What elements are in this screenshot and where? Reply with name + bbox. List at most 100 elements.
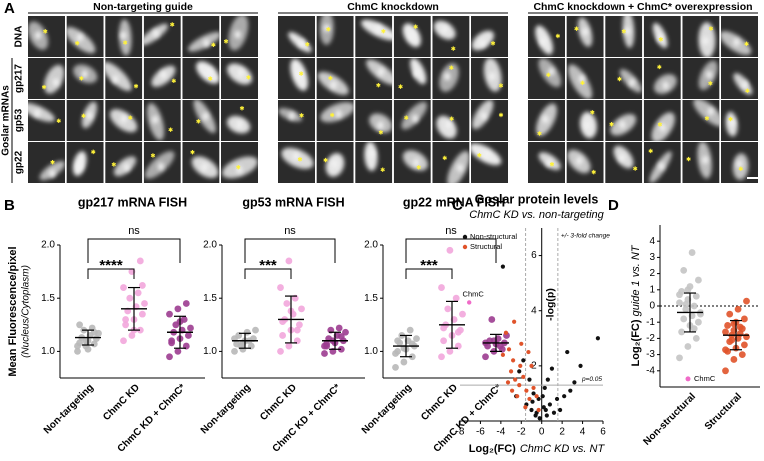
asterisk bbox=[380, 168, 385, 172]
group-header: ChmC knockdown + ChmC* overexpression bbox=[533, 1, 752, 13]
asterisk bbox=[246, 75, 251, 79]
cell-spot bbox=[578, 74, 585, 83]
micrograph bbox=[432, 100, 470, 141]
data-point bbox=[692, 335, 700, 342]
y-tick-label: 2 bbox=[531, 360, 537, 371]
micrograph bbox=[28, 58, 65, 99]
cell-spot bbox=[733, 38, 740, 47]
cell-spot bbox=[35, 31, 42, 40]
micrograph bbox=[355, 100, 393, 141]
data-point bbox=[741, 341, 748, 349]
y-tick-label: 1.0 bbox=[41, 346, 55, 357]
asterisk bbox=[574, 27, 579, 31]
x-tick-label: Non-targeting bbox=[42, 382, 96, 436]
micrograph bbox=[721, 100, 758, 141]
micrograph bbox=[682, 58, 720, 99]
cell-spot bbox=[741, 80, 748, 89]
micrograph bbox=[682, 142, 720, 183]
data-point bbox=[293, 326, 301, 334]
micrograph bbox=[278, 16, 315, 57]
cell-spot bbox=[288, 111, 295, 120]
data-point bbox=[562, 394, 567, 399]
significance-bracket bbox=[405, 268, 453, 279]
data-point bbox=[141, 300, 148, 307]
asterisk bbox=[591, 170, 596, 174]
data-point bbox=[279, 332, 286, 339]
cell-spot bbox=[457, 163, 464, 172]
data-point bbox=[413, 335, 420, 343]
micrograph bbox=[432, 16, 470, 57]
asterisk bbox=[555, 34, 561, 38]
y-tick-label: 2.0 bbox=[203, 240, 217, 251]
data-point bbox=[277, 348, 284, 355]
micrograph bbox=[393, 16, 431, 57]
data-point bbox=[695, 276, 702, 284]
data-point bbox=[521, 374, 526, 379]
data-point bbox=[558, 407, 563, 413]
cell-spot bbox=[540, 37, 547, 46]
data-point bbox=[438, 353, 445, 361]
cell-spot bbox=[629, 78, 636, 87]
legend-marker bbox=[462, 234, 468, 240]
asterisk bbox=[81, 114, 86, 118]
cell-spot bbox=[298, 39, 305, 48]
data-point bbox=[680, 315, 688, 323]
cell-spot bbox=[330, 81, 337, 90]
data-point bbox=[285, 342, 293, 350]
y-tick-label: 2 bbox=[649, 268, 655, 279]
micrograph bbox=[721, 16, 758, 57]
micrograph bbox=[143, 142, 181, 183]
x-tick-label: 4 bbox=[580, 427, 586, 438]
micrograph bbox=[528, 100, 565, 141]
data-point bbox=[285, 257, 293, 265]
cell-spot bbox=[619, 120, 626, 129]
data-point bbox=[565, 349, 570, 355]
cell-spot bbox=[49, 169, 56, 178]
chart-title: gp217 mRNA FISH bbox=[78, 195, 187, 209]
y-tick-label: 1.5 bbox=[364, 293, 378, 304]
asterisk bbox=[75, 41, 80, 45]
cell-spot bbox=[203, 39, 210, 48]
data-point bbox=[529, 407, 534, 413]
data-point bbox=[90, 340, 98, 348]
asterisk bbox=[549, 162, 555, 166]
data-point bbox=[76, 321, 83, 329]
data-point bbox=[578, 363, 583, 368]
data-point bbox=[128, 332, 136, 339]
micrograph bbox=[105, 100, 143, 141]
cell-spot bbox=[52, 78, 59, 87]
annotation-label: ChmC bbox=[694, 374, 716, 383]
annotated-point bbox=[685, 376, 691, 382]
cell-spot bbox=[445, 120, 452, 129]
cell-spot bbox=[480, 111, 487, 120]
data-point bbox=[406, 326, 414, 334]
micrograph bbox=[221, 142, 258, 183]
data-point bbox=[540, 394, 545, 399]
data-point bbox=[438, 284, 445, 291]
asterisk bbox=[449, 117, 454, 121]
y-tick-label: -2 bbox=[646, 333, 655, 344]
legend-marker bbox=[462, 244, 468, 250]
micrograph bbox=[682, 16, 720, 57]
asterisk bbox=[621, 29, 627, 33]
significance-bracket bbox=[405, 238, 497, 263]
x-tick-label: Non-targeting bbox=[360, 382, 414, 436]
cell-spot bbox=[152, 29, 159, 38]
x-tick-label: Structural bbox=[703, 391, 744, 432]
data-point bbox=[231, 348, 238, 355]
micrograph bbox=[66, 58, 104, 99]
asterisk bbox=[128, 116, 133, 120]
asterisk bbox=[708, 81, 713, 85]
asterisk bbox=[211, 43, 216, 47]
micrograph bbox=[643, 142, 681, 183]
group-header: Non-targeting guide bbox=[93, 1, 193, 13]
data-point bbox=[84, 345, 92, 353]
asterisk bbox=[299, 113, 304, 117]
y-tick-label: 4 bbox=[649, 236, 655, 247]
cell-spot bbox=[584, 121, 591, 130]
data-point bbox=[676, 354, 683, 362]
cell-spot bbox=[237, 68, 244, 77]
data-point bbox=[185, 332, 192, 339]
cell-spot bbox=[489, 72, 496, 81]
cell-spot bbox=[409, 31, 416, 40]
